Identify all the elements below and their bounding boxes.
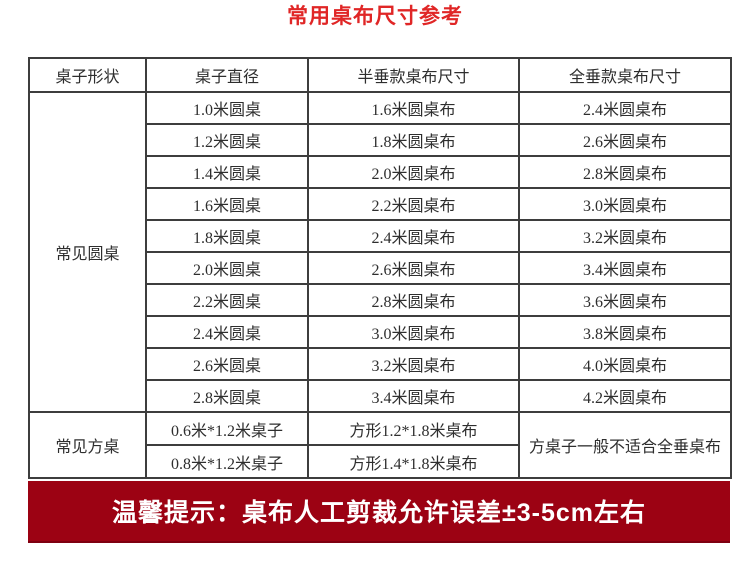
- header-cell-diameter: 桌子直径: [145, 57, 309, 93]
- table-row: 1.8米圆桌 2.4米圆桌布 3.2米圆桌布: [29, 219, 732, 253]
- cell-full-drop: 3.8米圆桌布: [518, 315, 732, 349]
- round-section-label: 常见圆桌: [28, 91, 147, 413]
- cell-diameter: 2.0米圆桌: [145, 251, 309, 285]
- table-row: 常见方桌 0.6米*1.2米桌子 方形1.2*1.8米桌布 方桌子一般不适合全垂…: [28, 411, 732, 479]
- table-row: 1.4米圆桌 2.0米圆桌布 2.8米圆桌布: [29, 155, 732, 189]
- header-cell-shape: 桌子形状: [28, 57, 147, 93]
- cell-full-drop: 3.4米圆桌布: [518, 251, 732, 285]
- cell-half-drop: 3.2米圆桌布: [307, 347, 520, 381]
- cell-full-drop: 3.6米圆桌布: [518, 283, 732, 317]
- cell-half-drop: 方形1.4*1.8米桌布: [307, 444, 520, 479]
- cell-full-drop: 2.4米圆桌布: [518, 91, 732, 125]
- cell-half-drop: 2.8米圆桌布: [307, 283, 520, 317]
- notice-text: 温馨提示：桌布人工剪裁允许误差±3-5cm左右: [112, 499, 646, 527]
- cell-full-drop: 3.0米圆桌布: [518, 187, 732, 221]
- cell-half-drop: 3.0米圆桌布: [307, 315, 520, 349]
- table-row: 2.0米圆桌 2.6米圆桌布 3.4米圆桌布: [29, 251, 732, 285]
- table-row: 2.2米圆桌 2.8米圆桌布 3.6米圆桌布: [29, 283, 732, 317]
- table-row: 1.2米圆桌 1.8米圆桌布 2.6米圆桌布: [29, 123, 732, 157]
- cell-diameter: 2.2米圆桌: [145, 283, 309, 317]
- cell-full-drop: 4.0米圆桌布: [518, 347, 732, 381]
- cell-diameter: 1.6米圆桌: [145, 187, 309, 221]
- cell-half-drop: 3.4米圆桌布: [307, 379, 520, 413]
- square-note: 方桌子一般不适合全垂桌布: [518, 411, 732, 479]
- size-table: 桌子形状 桌子直径 半垂款桌布尺寸 全垂款桌布尺寸 常见圆桌 1.0米圆桌 1.…: [28, 57, 732, 479]
- cell-half-drop: 方形1.2*1.8米桌布: [307, 411, 520, 446]
- cell-half-drop: 2.4米圆桌布: [307, 219, 520, 253]
- cell-full-drop: 4.2米圆桌布: [518, 379, 732, 413]
- cell-full-drop: 2.8米圆桌布: [518, 155, 732, 189]
- cell-diameter: 1.4米圆桌: [145, 155, 309, 189]
- header-row: 桌子形状 桌子直径 半垂款桌布尺寸 全垂款桌布尺寸: [28, 57, 732, 93]
- notice-banner: 温馨提示：桌布人工剪裁允许误差±3-5cm左右: [28, 481, 730, 543]
- cell-diameter: 1.2米圆桌: [145, 123, 309, 157]
- table-row: 0.8米*1.2米桌子 方形1.4*1.8米桌布: [29, 444, 731, 479]
- cell-full-drop: 2.6米圆桌布: [518, 123, 732, 157]
- table-row: 常见圆桌 1.0米圆桌 1.6米圆桌布 2.4米圆桌布: [28, 91, 732, 413]
- cell-diameter: 2.4米圆桌: [145, 315, 309, 349]
- table-row: 1.6米圆桌 2.2米圆桌布 3.0米圆桌布: [29, 187, 732, 221]
- cell-full-drop: 3.2米圆桌布: [518, 219, 732, 253]
- table-row: 2.8米圆桌 3.4米圆桌布 4.2米圆桌布: [29, 379, 732, 413]
- cell-diameter: 1.8米圆桌: [145, 219, 309, 253]
- cell-diameter: 0.8米*1.2米桌子: [145, 444, 309, 479]
- cell-half-drop: 1.6米圆桌布: [307, 91, 520, 125]
- square-section-label: 常见方桌: [28, 411, 147, 479]
- header-cell-full-drop: 全垂款桌布尺寸: [518, 57, 732, 93]
- cell-half-drop: 2.0米圆桌布: [307, 155, 520, 189]
- cell-diameter: 0.6米*1.2米桌子: [145, 411, 309, 446]
- cell-half-drop: 1.8米圆桌布: [307, 123, 520, 157]
- cell-diameter: 2.6米圆桌: [145, 347, 309, 381]
- table-row: 2.4米圆桌 3.0米圆桌布 3.8米圆桌布: [29, 315, 732, 349]
- cell-half-drop: 2.2米圆桌布: [307, 187, 520, 221]
- page-title: 常用桌布尺寸参考: [287, 5, 463, 28]
- cell-half-drop: 2.6米圆桌布: [307, 251, 520, 285]
- header-cell-half-drop: 半垂款桌布尺寸: [307, 57, 520, 93]
- cell-diameter: 2.8米圆桌: [145, 379, 309, 413]
- cell-diameter: 1.0米圆桌: [145, 91, 309, 125]
- table-row: 2.6米圆桌 3.2米圆桌布 4.0米圆桌布: [29, 347, 732, 381]
